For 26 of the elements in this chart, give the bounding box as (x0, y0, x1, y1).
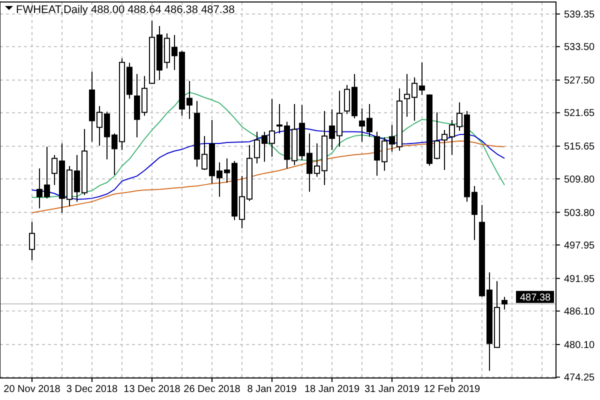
line-series (32, 140, 505, 214)
y-tick-label: 521.65 (564, 108, 596, 120)
candlestick (29, 221, 35, 261)
y-tick-label: 486.10 (564, 306, 596, 318)
x-tick-label: 31 Jan 2019 (364, 384, 420, 395)
y-tick-label: 533.50 (564, 42, 596, 54)
y-tick-label: 474.25 (564, 372, 596, 384)
y-tick-label: 515.65 (564, 142, 596, 153)
y-tick-label: 491.95 (564, 274, 596, 285)
line-series (32, 92, 505, 198)
candlestick (502, 296, 508, 310)
x-tick-label: 8 Jan 2019 (247, 384, 298, 395)
x-tick-label: 18 Jan 2019 (304, 384, 360, 395)
y-tick-label: 497.95 (564, 240, 596, 252)
y-tick-label: 480.10 (564, 340, 596, 352)
y-tick-label: 503.80 (564, 208, 596, 219)
x-tick-label: 20 Nov 2018 (4, 384, 61, 395)
x-tick-label: 12 Feb 2019 (424, 384, 481, 395)
y-tick-label: 509.80 (564, 174, 596, 186)
x-tick-label: 13 Dec 2018 (124, 384, 181, 395)
chart-title: FWHEAT,Daily 488.00 488.64 486.38 487.38 (16, 4, 235, 16)
ref-line-label: 487.38 (520, 292, 552, 304)
y-tick-label: 539.35 (564, 9, 596, 20)
x-tick-label: 26 Dec 2018 (184, 384, 241, 395)
x-tick-label: 3 Dec 2018 (66, 384, 118, 395)
y-tick-label: 527.50 (564, 76, 596, 87)
